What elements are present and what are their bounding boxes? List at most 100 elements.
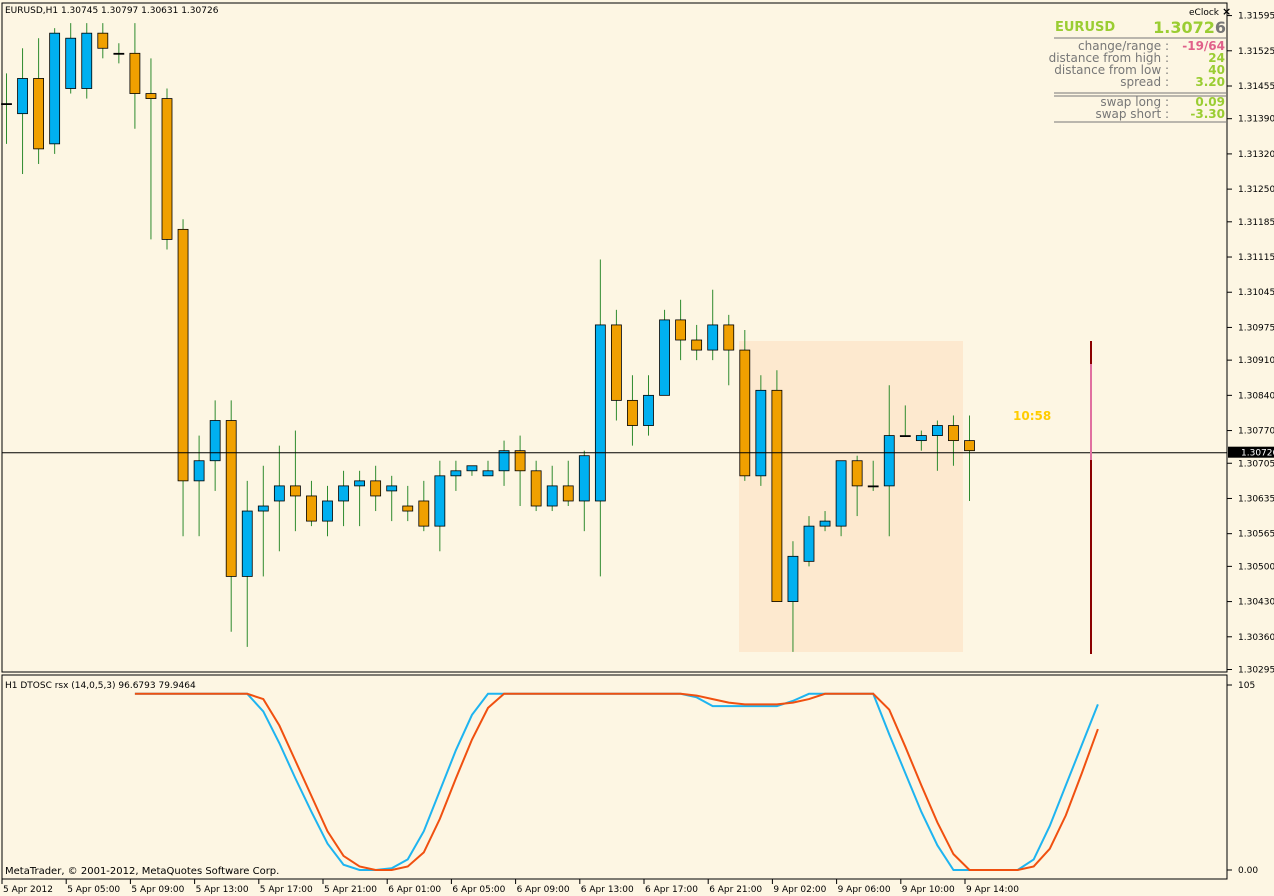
candles-group: [1, 23, 975, 652]
candle-body: [867, 485, 879, 488]
indicator-lines: [134, 692, 1099, 871]
candle-body: [691, 339, 703, 351]
candle-body: [65, 37, 77, 89]
candle-body: [899, 435, 911, 437]
time-tick-label: 9 Apr 14:00: [966, 885, 1019, 895]
candle-body: [306, 495, 317, 522]
candle-body: [787, 555, 799, 602]
candle-body: [33, 78, 44, 150]
candle-body: [578, 455, 590, 502]
price-tick-label: 1.30565: [1238, 530, 1274, 540]
candle-body: [225, 420, 237, 577]
candle-body: [594, 324, 606, 502]
price-tick-label: 1.30770: [1238, 427, 1274, 437]
price-tick-label: 1.31390: [1238, 115, 1274, 125]
eclock-symbol: EURUSD: [1055, 20, 1115, 35]
indicator-title: H1 DTOSC rsx (14,0,5,3) 96.6793 79.9464: [5, 681, 196, 691]
eclock-row-value: 40: [1208, 63, 1225, 77]
eclock-swap-value: 0.09: [1195, 95, 1225, 109]
candle-body: [562, 485, 574, 502]
time-tick-label: 6 Apr 09:00: [517, 885, 570, 895]
candle-body: [113, 52, 125, 55]
eclock-row-label: spread :: [1120, 75, 1169, 89]
eclock-swap-label: swap short :: [1095, 107, 1169, 121]
candle-body: [466, 465, 478, 472]
price-tick-label: 1.31525: [1238, 47, 1274, 57]
candle-body: [145, 93, 157, 99]
eclock-panel: eClock × EURUSD 1.30726 change/range : -1…: [1049, 5, 1231, 123]
candle-body: [273, 485, 285, 502]
price-tick-label: 1.31595: [1238, 12, 1274, 22]
price-tick-label: 1.30430: [1238, 598, 1274, 608]
price-tick-label: 1.30500: [1238, 562, 1274, 572]
price-tick-label: 1.31455: [1238, 82, 1274, 92]
time-tick-label: 5 Apr 09:00: [131, 885, 184, 895]
price-tick-label: 1.30635: [1238, 494, 1274, 504]
candle-body: [241, 510, 253, 577]
candle-body: [755, 389, 767, 477]
eclock-row-value: 24: [1208, 51, 1225, 65]
price-tick-label: 1.31185: [1238, 218, 1274, 228]
candle-body: [161, 98, 173, 240]
eclock-swap-label: swap long :: [1100, 95, 1169, 109]
candle-body: [338, 485, 349, 502]
time-axis: 5 Apr 2012 5 Apr 05:00 5 Apr 09:00 5 Apr 13…: [1, 879, 1019, 895]
candle-body: [257, 505, 269, 512]
candle-body: [354, 480, 366, 487]
candle-body: [370, 480, 382, 497]
eclock-title: eClock: [1189, 8, 1220, 18]
eclock-close-icon[interactable]: ×: [1222, 5, 1231, 18]
candle-body: [49, 32, 61, 145]
time-tick-label: 5 Apr 05:00: [67, 885, 120, 895]
price-tick-label: 1.30910: [1238, 356, 1274, 366]
time-tick-label: 6 Apr 17:00: [645, 885, 698, 895]
bid-price-tag: [1228, 446, 1274, 458]
candle-body: [964, 440, 975, 452]
candle-body: [81, 32, 93, 89]
indicator-frame: [1, 674, 1228, 880]
time-tick-label: 5 Apr 17:00: [260, 885, 313, 895]
price-tick-label: 1.30975: [1238, 323, 1274, 333]
candle-body: [915, 435, 927, 442]
candle-body: [289, 485, 301, 497]
candle-body: [434, 475, 446, 527]
price-tick-label: 1.31250: [1238, 185, 1274, 195]
candle-body: [739, 349, 751, 477]
price-tick-label: 1.30360: [1238, 633, 1274, 643]
candle-body: [1, 103, 12, 106]
candle-body: [514, 450, 526, 472]
price-tick-label: 1.30705: [1238, 459, 1274, 469]
price-axis: 1.31595 1.31525 1.31455 1.31390 1.31320 1.312…: [1227, 12, 1274, 675]
candle-body: [771, 389, 783, 602]
indicator-axis: 105 0.00: [1227, 681, 1258, 876]
candle-body: [209, 420, 221, 462]
candle-body: [402, 505, 414, 512]
candle-body: [530, 470, 542, 507]
indicator-tick-label: 0.00: [1238, 866, 1258, 876]
candle-body: [948, 425, 959, 442]
price-tick-label: 1.31045: [1238, 288, 1274, 298]
time-tick-label: 6 Apr 21:00: [709, 885, 762, 895]
indicator-line-2: [134, 692, 1099, 871]
time-tick-label: 6 Apr 01:00: [388, 885, 441, 895]
time-tick-label: 6 Apr 05:00: [452, 885, 505, 895]
candle-body: [723, 324, 735, 351]
candle-body: [482, 470, 494, 477]
candle-body: [193, 460, 205, 482]
eclock-price-last: 6: [1215, 18, 1226, 37]
candle-body: [627, 399, 638, 426]
candle-body: [707, 324, 719, 351]
candle-body: [17, 78, 28, 115]
candle-body: [659, 319, 670, 396]
bid-price-tag-text: 1.30726: [1241, 449, 1274, 459]
candle-body: [643, 394, 654, 426]
time-tick-label: 9 Apr 02:00: [773, 885, 826, 895]
time-tick-label: 9 Apr 10:00: [902, 885, 955, 895]
candle-body: [450, 470, 462, 477]
time-tick-label: 5 Apr 13:00: [196, 885, 249, 895]
candle-body: [322, 500, 333, 522]
candle-body: [97, 32, 109, 49]
eclock-row-value: 3.20: [1195, 75, 1225, 89]
copyright-text: MetaTrader, © 2001-2012, MetaQuotes Soft…: [5, 866, 279, 877]
